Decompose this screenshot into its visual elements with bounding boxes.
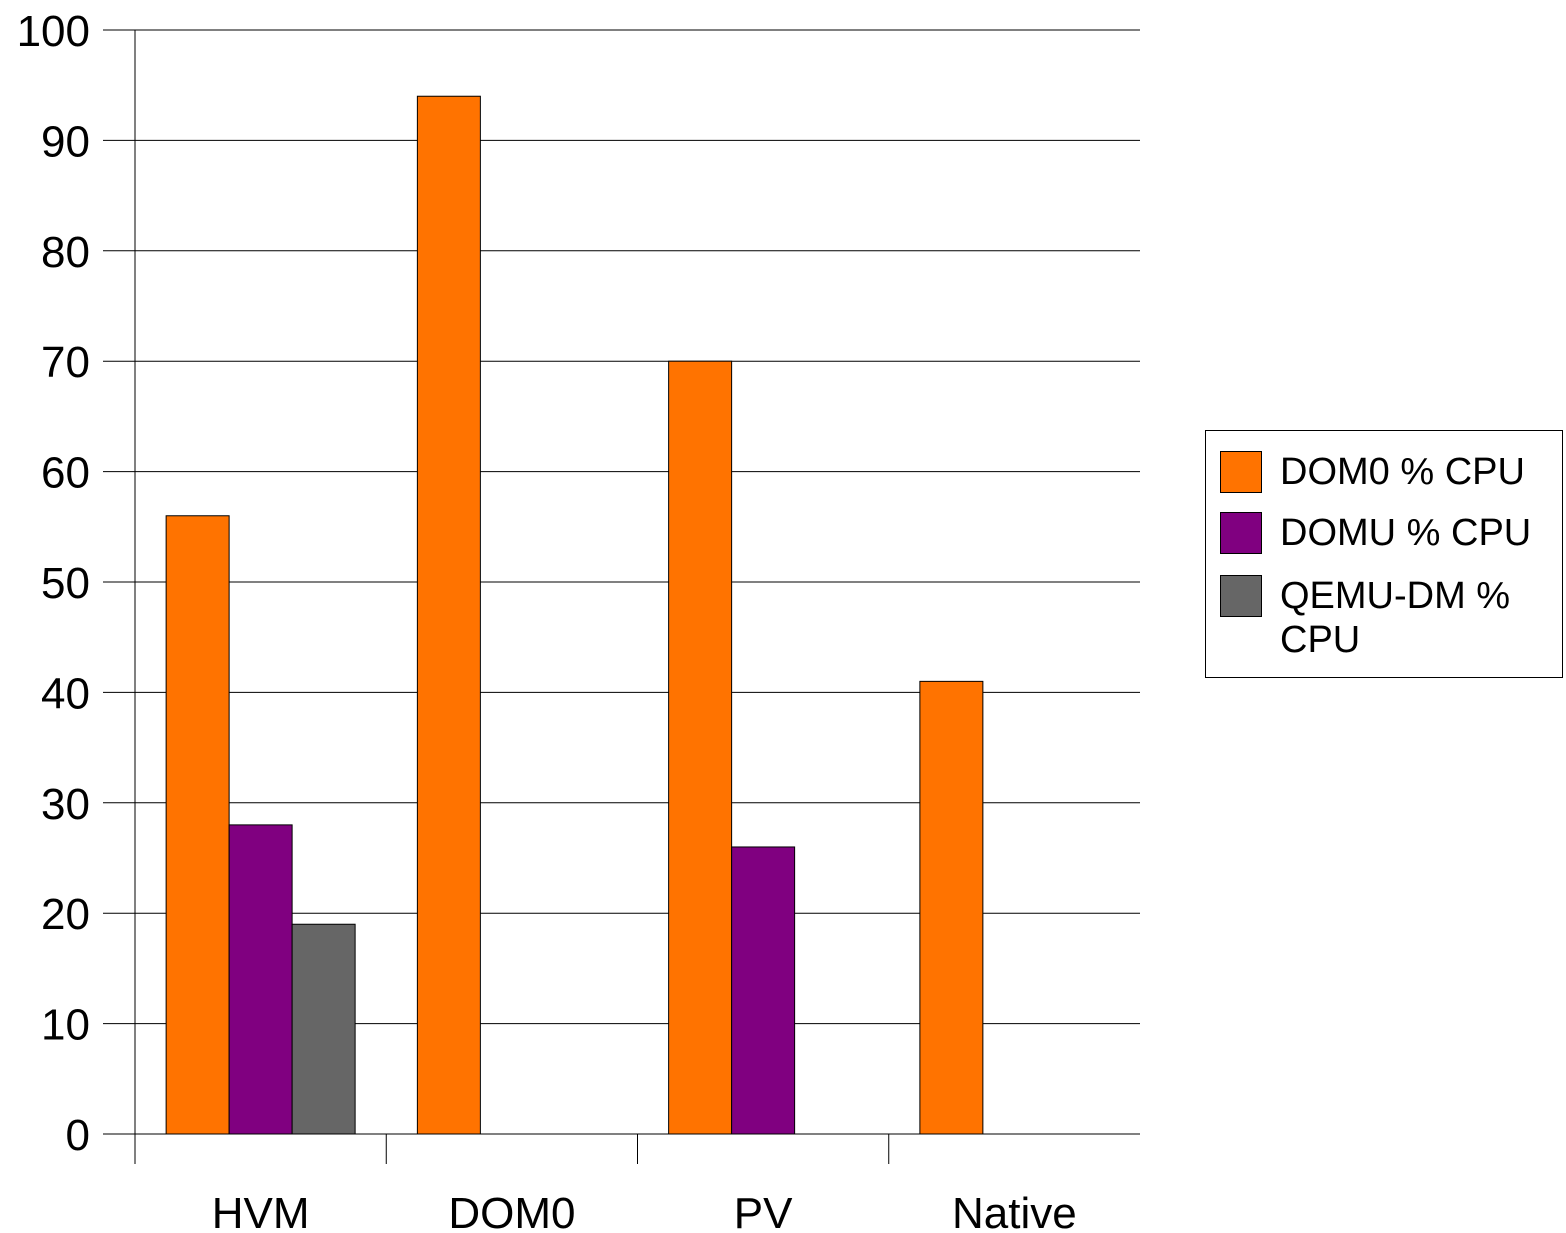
axes <box>103 29 1140 1164</box>
legend-label-domu: DOMU % CPU <box>1280 512 1532 554</box>
y-tick-label-10: 10 <box>41 1001 90 1050</box>
y-tick-label-30: 30 <box>41 780 90 829</box>
bar-hvm-series-2 <box>291 923 356 1135</box>
bar-hvm-series-1 <box>228 824 293 1135</box>
legend-label-qemu-dm: QEMU-DM % CPU <box>1280 575 1511 661</box>
bar-native-series-0 <box>919 680 984 1135</box>
bar-pv-series-0 <box>668 360 733 1135</box>
x-category-labels: HVM DOM0 PV Native <box>212 1189 1077 1233</box>
legend-item-qemu-dm: QEMU-DM % CPU <box>1220 575 1550 662</box>
legend: DOM0 % CPU DOMU % CPU QEMU-DM % CPU <box>1205 430 1563 678</box>
legend-swatch-dom0 <box>1220 451 1262 493</box>
x-category-label-native: Native <box>952 1189 1077 1233</box>
y-tick-label-80: 80 <box>41 228 90 277</box>
y-tick-label-20: 20 <box>41 890 90 939</box>
y-tick-label-100: 100 <box>17 7 90 56</box>
bars <box>165 95 984 1135</box>
legend-swatch-domu <box>1220 512 1262 554</box>
gridlines <box>135 29 1140 1025</box>
y-tick-label-40: 40 <box>41 669 90 718</box>
y-tick-label-0: 0 <box>66 1111 90 1160</box>
x-category-label-pv: PV <box>734 1189 793 1233</box>
x-category-label-hvm: HVM <box>212 1189 310 1233</box>
y-tick-label-90: 90 <box>41 117 90 166</box>
bar-pv-series-1 <box>731 846 796 1135</box>
y-tick-label-60: 60 <box>41 449 90 498</box>
y-tick-label-50: 50 <box>41 559 90 608</box>
legend-swatch-qemu-dm <box>1220 575 1262 617</box>
legend-label-dom0: DOM0 % CPU <box>1280 451 1525 493</box>
bar-hvm-series-0 <box>165 515 230 1135</box>
legend-item-dom0: DOM0 % CPU <box>1220 451 1550 494</box>
y-tick-label-70: 70 <box>41 338 90 387</box>
legend-item-domu: DOMU % CPU <box>1220 512 1550 555</box>
y-tick-labels: 0 10 20 30 40 50 60 70 80 90 100 <box>17 7 90 1160</box>
bar-dom0-series-0 <box>416 95 481 1135</box>
x-category-label-dom0: DOM0 <box>448 1189 575 1233</box>
